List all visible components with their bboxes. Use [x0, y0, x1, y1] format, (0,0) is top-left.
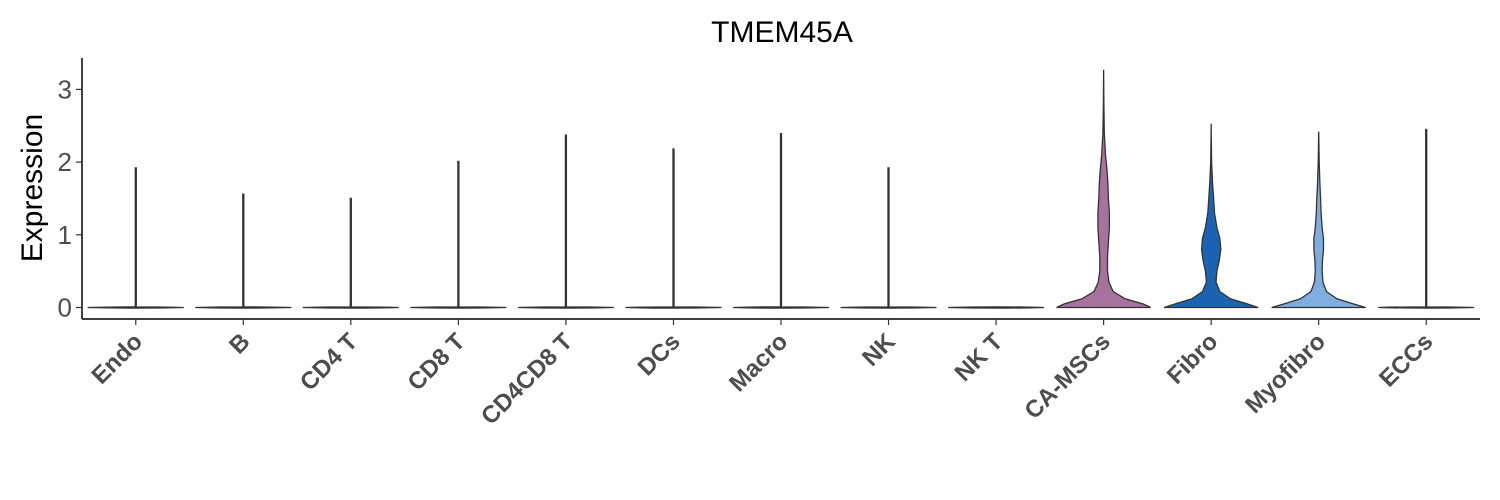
x-tick-label-macro: Macro: [724, 328, 793, 397]
chart-title: TMEM45A: [711, 16, 853, 49]
violin-nk-t: [948, 306, 1045, 309]
y-axis-label: Expression: [16, 114, 49, 262]
x-tick-label-nk: NK: [857, 328, 901, 372]
violin-eccs: [1378, 128, 1475, 309]
x-tick-label-fibro: Fibro: [1162, 328, 1224, 390]
x-tick-label-b: B: [224, 328, 255, 359]
y-tick-label: 2: [58, 147, 72, 177]
violin-dcs: [625, 148, 722, 309]
violin-b: [195, 193, 292, 309]
y-tick-label: 1: [58, 220, 72, 250]
violin-macro: [732, 133, 830, 309]
x-tick-label-nk-t: NK T: [950, 328, 1009, 387]
violin-cd4cd8-t: [517, 134, 614, 309]
x-tick-label-myofibro: Myofibro: [1240, 328, 1331, 419]
x-tick-label-dcs: DCs: [633, 328, 686, 381]
violin-nk: [840, 167, 937, 309]
violin-myofibro: [1271, 131, 1366, 309]
violin-fibro: [1163, 123, 1259, 309]
x-axis: Endo B CD4 T CD8 T CD4CD8 T DCs Macro NK NK T CA-…: [82, 318, 1480, 430]
x-tick-label-ca-mscs: CA-MSCs: [1019, 328, 1115, 424]
y-axis: 0 1 2 3: [58, 58, 83, 323]
x-tick-label-cd8-t: CD8 T: [403, 328, 471, 396]
violin-cd8-t: [410, 160, 507, 309]
x-tick-label-eccs: ECCs: [1374, 328, 1438, 392]
x-tick-label-endo: Endo: [86, 328, 148, 390]
violin-endo: [87, 167, 184, 309]
x-tick-label-cd4-t: CD4 T: [295, 328, 363, 396]
violins-group: [87, 69, 1475, 309]
x-tick-label-cd4cd8-t: CD4CD8 T: [476, 328, 578, 430]
violin-cd4-t: [302, 197, 399, 309]
y-tick-label: 0: [58, 293, 72, 323]
violin-ca-mscs: [1056, 69, 1151, 309]
y-tick-label: 3: [58, 74, 72, 104]
